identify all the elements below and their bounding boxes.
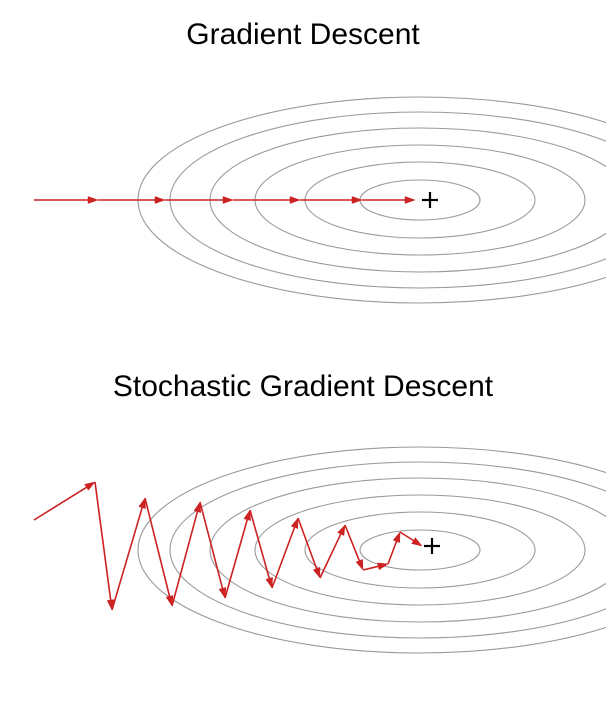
sgd-contour-4: [305, 512, 535, 588]
sgd-arrowhead-10: [338, 525, 345, 536]
sgd-title: Stochastic Gradient Descent: [0, 370, 606, 404]
sgd-step-10: [320, 534, 341, 578]
sgd-arrowhead-9: [313, 567, 320, 578]
sgd-step-5: [200, 502, 222, 588]
gd-arrowhead-0: [88, 197, 98, 204]
sgd-step-2: [112, 508, 142, 610]
sgd-step-9: [298, 518, 317, 569]
sgd-step-14: [400, 532, 414, 541]
sgd-step-0: [34, 487, 87, 520]
sgd-step-12: [363, 566, 378, 570]
sgd-step-6: [225, 520, 247, 598]
figure-root: Gradient Descent Stochastic Gradient Desc…: [0, 0, 606, 713]
sgd-contour-2: [210, 478, 606, 622]
sgd-step-1: [95, 482, 111, 600]
sgd-arrowhead-14: [412, 538, 422, 546]
sgd-arrowhead-7: [266, 577, 273, 588]
sgd-step-8: [272, 527, 295, 588]
sgd-step-4: [172, 512, 197, 606]
sgd-plot: [0, 420, 606, 680]
gd-arrowhead-3: [290, 197, 300, 204]
sgd-contour-1: [170, 462, 606, 638]
gd-plot: [0, 70, 606, 330]
sgd-arrowhead-8: [291, 518, 298, 529]
sgd-step-7: [250, 510, 269, 578]
sgd-arrowhead-0: [85, 482, 95, 490]
gd-title: Gradient Descent: [0, 18, 606, 52]
sgd-contour-0: [138, 447, 606, 653]
sgd-arrowhead-13: [393, 532, 400, 543]
sgd-arrowhead-11: [356, 559, 363, 570]
sgd-step-11: [345, 525, 359, 561]
sgd-step-13: [388, 541, 396, 564]
sgd-arrowhead-2: [139, 498, 146, 509]
gd-arrowhead-1: [155, 197, 165, 204]
gd-arrowhead-5: [405, 197, 415, 204]
gd-arrowhead-2: [223, 197, 233, 204]
